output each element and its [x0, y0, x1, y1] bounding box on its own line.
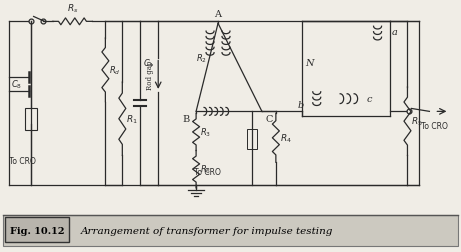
Text: Fig. 10.12: Fig. 10.12	[10, 226, 65, 235]
Text: $C_4$: $C_4$	[143, 57, 154, 69]
Text: a: a	[391, 27, 397, 37]
Text: To CRO: To CRO	[194, 167, 221, 176]
FancyBboxPatch shape	[5, 217, 70, 242]
Text: Rod gap: Rod gap	[146, 60, 154, 89]
Text: B: B	[183, 115, 190, 124]
Text: Arrangement of transformer for impulse testing: Arrangement of transformer for impulse t…	[81, 226, 333, 235]
Text: $R_4$: $R_4$	[280, 132, 292, 144]
Text: $R_2$: $R_2$	[196, 52, 207, 65]
Text: b: b	[297, 101, 304, 110]
Text: c: c	[366, 95, 372, 104]
Text: $R_1$: $R_1$	[126, 113, 138, 125]
Text: $R_d$: $R_d$	[109, 64, 121, 77]
FancyBboxPatch shape	[3, 215, 458, 246]
Text: A: A	[214, 10, 222, 19]
Bar	[247, 130, 257, 149]
Text: To CRO: To CRO	[9, 156, 35, 165]
Text: $R_6$: $R_6$	[200, 163, 211, 176]
Text: $C_8$: $C_8$	[11, 78, 22, 91]
Text: $R_s$: $R_s$	[67, 3, 78, 15]
Bar	[24, 109, 36, 131]
Text: N: N	[306, 59, 314, 68]
Text: To CRO: To CRO	[421, 122, 448, 131]
Text: $R_5$: $R_5$	[412, 115, 423, 128]
Text: $R_3$: $R_3$	[200, 126, 211, 139]
Text: C: C	[266, 115, 273, 124]
